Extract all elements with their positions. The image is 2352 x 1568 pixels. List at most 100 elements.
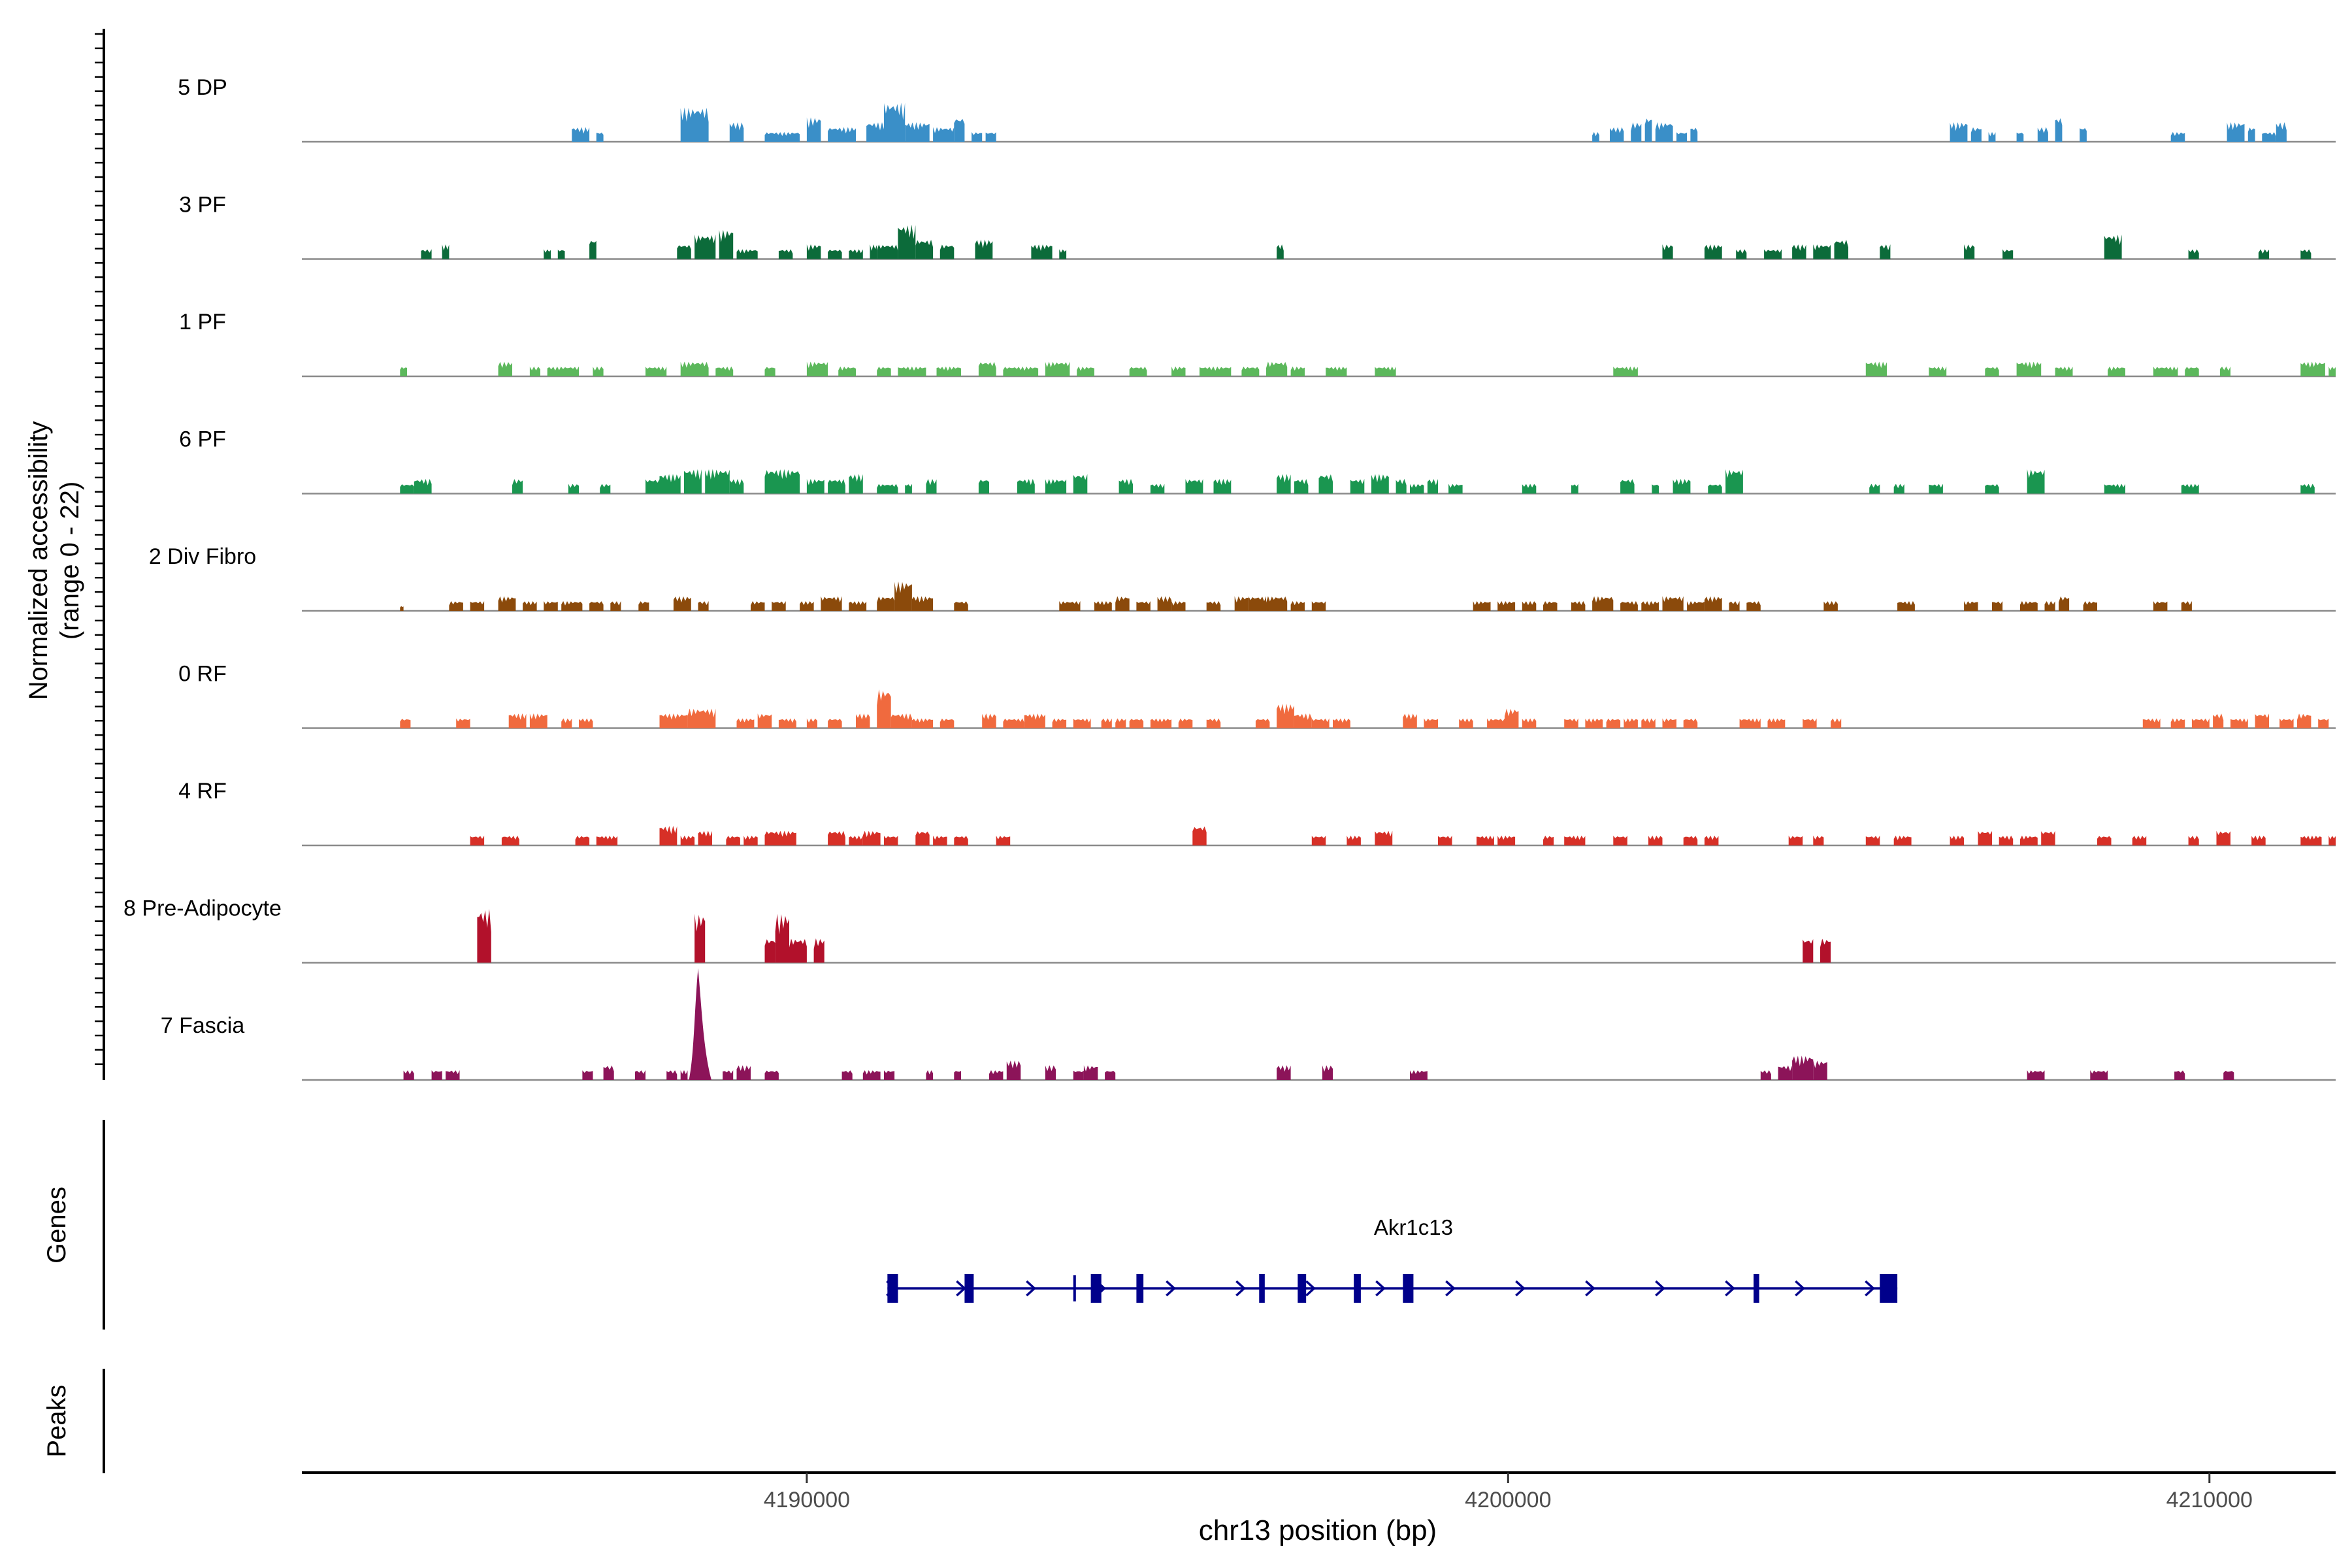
- coverage-peak: [736, 718, 755, 728]
- gene-exon: [1354, 1274, 1361, 1303]
- coverage-peak: [1624, 718, 1638, 728]
- coverage-peak: [400, 484, 414, 494]
- coverage-peak: [2230, 718, 2248, 728]
- gene-name-label: Akr1c13: [1374, 1215, 1453, 1239]
- coverage-peak: [1318, 474, 1333, 494]
- coverage-peak: [610, 601, 621, 611]
- coverage-peak: [1610, 127, 1624, 142]
- coverage-peak: [1294, 713, 1312, 728]
- coverage-peak: [2097, 836, 2112, 845]
- coverage-peak: [1438, 836, 1452, 845]
- x-axis-ticks: 4190000 4200000 4210000: [764, 1473, 2253, 1512]
- coverage-peak: [1760, 1070, 1771, 1080]
- coverage-peak: [2251, 836, 2266, 845]
- coverage-peak: [1964, 601, 1978, 611]
- track-label: 1 PF: [179, 310, 226, 335]
- coverage-peak: [2142, 718, 2161, 728]
- coverage-peak: [2185, 367, 2199, 376]
- coverage-peak: [1119, 479, 1133, 494]
- track-6-pf: 6 PF: [179, 427, 2336, 495]
- coverage-peak: [2016, 361, 2042, 376]
- coverage-peak: [2108, 367, 2125, 376]
- coverage-peak: [877, 367, 891, 376]
- coverage-peak: [989, 1070, 1004, 1080]
- coverage-peak: [582, 1070, 593, 1080]
- coverage-peak: [2132, 836, 2147, 845]
- track-0-rf: 0 RF: [178, 662, 2336, 729]
- coverage-peak: [915, 831, 930, 845]
- coverage-peak: [736, 249, 758, 259]
- x-tick-label: 4210000: [2166, 1488, 2253, 1512]
- coverage-peak: [1290, 601, 1305, 611]
- coverage-peak: [2188, 249, 2199, 259]
- gene-exon: [1298, 1274, 1307, 1303]
- coverage-peak: [400, 719, 411, 728]
- coverage-peak: [1347, 836, 1361, 845]
- gene-exon: [1136, 1274, 1144, 1303]
- coverage-peak: [1725, 469, 1743, 494]
- coverage-peak: [523, 601, 537, 611]
- coverage-peak: [2153, 367, 2178, 376]
- coverage-peak: [2223, 1071, 2234, 1080]
- coverage-peak: [1459, 718, 1473, 728]
- coverage-peak: [2191, 718, 2210, 728]
- coverage-peak: [2059, 596, 2070, 611]
- coverage-peak: [2090, 1070, 2108, 1080]
- coverage-peak: [1294, 479, 1309, 494]
- coverage-peak: [806, 479, 825, 494]
- coverage-peak: [1059, 601, 1081, 611]
- coverage-peak: [1326, 367, 1347, 376]
- coverage-peak: [1249, 596, 1266, 611]
- coverage-peak: [2216, 830, 2230, 845]
- coverage-peak: [1403, 713, 1417, 728]
- coverage-peak: [905, 122, 930, 142]
- coverage-peak: [557, 250, 565, 259]
- coverage-peak: [673, 596, 691, 611]
- coverage-peak: [2170, 718, 2185, 728]
- coverage-peak: [1592, 596, 1614, 611]
- coverage-peak: [1999, 836, 2014, 845]
- coverage-peak: [1988, 132, 1996, 142]
- coverage-peak: [698, 830, 712, 845]
- coverage-peak: [1410, 483, 1424, 494]
- coverage-peak: [2055, 367, 2073, 376]
- coverage-peak: [1045, 479, 1067, 494]
- coverage-peak: [1277, 704, 1294, 728]
- coverage-peak: [1803, 718, 1817, 728]
- gene-exon: [1754, 1274, 1759, 1303]
- coverage-peak: [2041, 830, 2055, 845]
- coverage-peak: [1788, 836, 1803, 845]
- coverage-peak: [1648, 836, 1663, 845]
- coverage-peak: [1136, 601, 1151, 611]
- coverage-peak: [877, 596, 895, 611]
- coverage-peak: [470, 836, 485, 845]
- coverage-peak: [1613, 836, 1627, 845]
- coverage-peak: [1350, 479, 1365, 494]
- coverage-peak: [680, 1070, 688, 1080]
- coverage-peak: [972, 132, 983, 142]
- coverage-peak: [1964, 244, 1975, 259]
- track-label: 5 DP: [178, 75, 227, 100]
- coverage-peak: [1985, 483, 1999, 494]
- coverage-peak: [1073, 1070, 1084, 1080]
- coverage-peak: [1655, 122, 1673, 142]
- coverage-peak: [1704, 596, 1722, 611]
- coverage-peak: [1473, 601, 1491, 611]
- coverage-peak: [1662, 596, 1684, 611]
- coverage-peak: [1690, 127, 1698, 142]
- coverage-peak: [813, 938, 825, 963]
- coverage-peak: [2174, 1070, 2185, 1080]
- coverage-peak: [1644, 118, 1652, 142]
- coverage-peak: [926, 1070, 934, 1080]
- coverage-peak: [2027, 1070, 2045, 1080]
- coverage-peak: [1206, 601, 1221, 611]
- coverage-peak: [915, 239, 934, 259]
- track-4-rf: 4 RF: [178, 779, 2336, 847]
- coverage-peak: [1024, 713, 1045, 728]
- coverage-peak: [778, 718, 796, 728]
- coverage-peak: [1427, 479, 1438, 494]
- coverage-peak: [978, 480, 989, 494]
- coverage-peak: [757, 713, 772, 728]
- coverage-peak: [856, 713, 870, 728]
- track-label: 6 PF: [179, 427, 226, 452]
